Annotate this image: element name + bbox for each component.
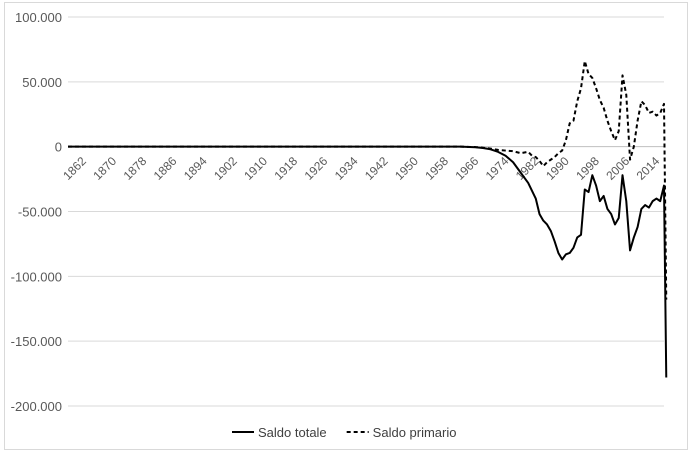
x-tick-label: 1998 [573,154,602,183]
x-tick-label: 1934 [332,154,361,183]
x-tick-label: 1910 [241,154,270,183]
legend: Saldo totale Saldo primario [232,425,457,440]
y-tick-label: -200.000 [11,399,62,414]
x-tick-label: 1870 [90,154,119,183]
x-tick-label: 1926 [302,154,331,183]
x-tick-label: 1958 [422,154,451,183]
legend-label: Saldo primario [373,425,457,440]
y-tick-label: -100.000 [11,269,62,284]
legend-label: Saldo totale [258,425,327,440]
x-tick-label: 1894 [181,154,210,183]
x-axis-tick-labels: 1862 1870 1878 1886 1894 1902 1910 1918 1926 1934… [60,154,662,183]
y-axis-tick-labels: 100.000 50.000 0 -50.000 -100.000 -150.000 -20… [11,10,62,414]
series-lines [68,60,668,378]
y-tick-label: -50.000 [18,205,62,220]
chart-frame [4,2,688,450]
y-tick-label: 0 [55,140,62,155]
x-tick-label: 2006 [603,154,632,183]
gridlines [68,16,664,407]
y-tick-label: 100.000 [15,10,62,25]
x-tick-label: 1918 [271,154,300,183]
y-tick-label: 50.000 [22,75,62,90]
series-line-saldo-totale [68,145,668,378]
x-tick-label: 1878 [121,154,150,183]
y-tick-label: -150.000 [11,334,62,349]
x-tick-label: 1942 [362,154,391,183]
series-line-saldo-primario [68,60,668,300]
x-tick-label: 1862 [60,154,89,183]
x-tick-label: 2014 [634,154,663,183]
x-tick-label: 1966 [453,154,482,183]
x-tick-label: 1886 [151,154,180,183]
x-tick-label: 1990 [543,154,572,183]
x-tick-label: 1950 [392,154,421,183]
x-tick-label: 1902 [211,154,240,183]
